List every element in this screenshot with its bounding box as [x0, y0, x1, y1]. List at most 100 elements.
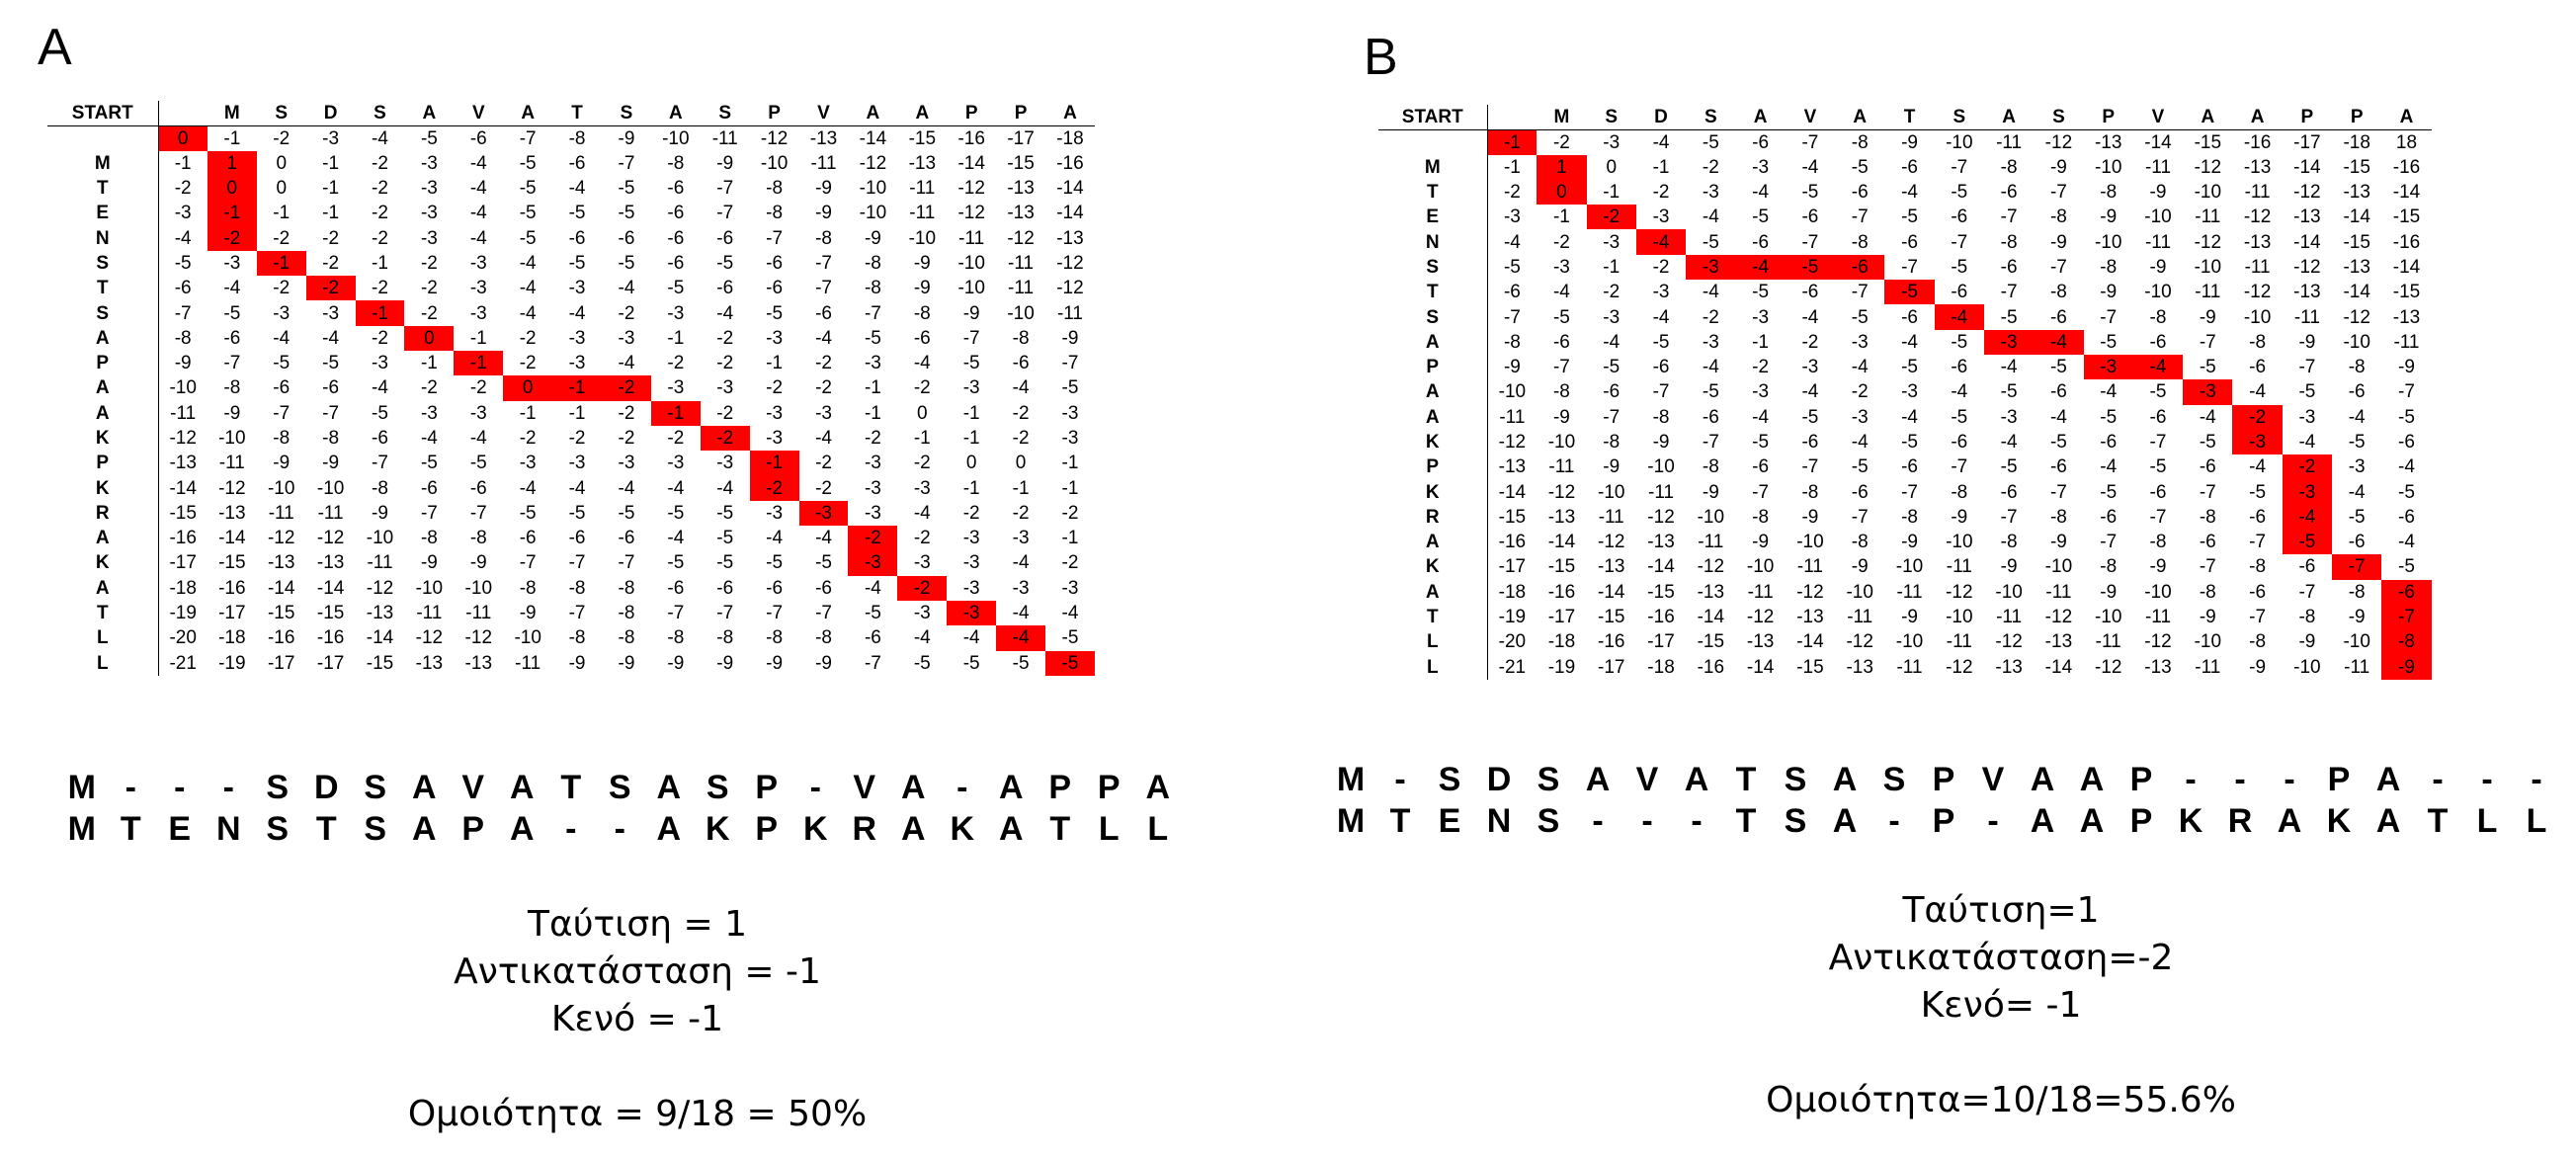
path-cell: -3	[2083, 354, 2133, 380]
score-cell: -3	[716, 377, 734, 399]
score-cell: -6	[2348, 381, 2366, 403]
alignment-residue: -	[125, 769, 136, 806]
score-cell: -5	[519, 178, 537, 200]
score-cell: -15	[1598, 607, 1625, 628]
score-cell: -13	[1846, 656, 1873, 678]
score-cell: -2	[372, 203, 388, 224]
column-residue: A	[1835, 105, 1885, 130]
alignment-residue: T	[1389, 802, 1411, 840]
score-cell: -3	[420, 203, 438, 224]
alignment-residue: A	[1832, 761, 1858, 798]
score-cell: -10	[1995, 581, 2023, 603]
score-cell: -1	[962, 402, 980, 424]
score-cell: -5	[1012, 652, 1030, 674]
score-cell: -9	[2100, 581, 2118, 603]
row-residue: K	[47, 550, 159, 576]
score-cell: -8	[2149, 532, 2167, 553]
score-cell: -18	[2343, 131, 2370, 153]
path-cell: -3	[848, 550, 898, 576]
score-cell: -1	[1603, 256, 1620, 278]
score-cell: -3	[667, 377, 685, 399]
score-cell: -6	[1801, 206, 1819, 228]
score-cell: -8	[913, 302, 931, 324]
score-cell: -5	[1752, 282, 1770, 303]
score-cell: -4	[469, 227, 487, 249]
score-cell: -3	[1752, 156, 1770, 178]
score-cell: -2	[420, 302, 438, 324]
path-cell: -4	[2282, 504, 2333, 531]
score-cell: -7	[667, 603, 685, 624]
score-cell: -21	[169, 652, 197, 674]
score-cell: -6	[1951, 432, 1968, 453]
matrix-row: T -19 -17 -15 -15 -13 -11 -11 -9 -7 -8 -7 -7 -7 -7 -5 -3…	[47, 600, 1095, 626]
score-cell: -3	[1702, 182, 1719, 204]
score-cell: -5	[1061, 627, 1079, 649]
score-cell: -8	[2249, 331, 2267, 353]
score-cell: -8	[618, 603, 635, 624]
matrix-row: A -8 -6 -4 -4 -2 0 -1 -2 -3 -3 -1 -2 -3 -4 -5 -6 -7 -8 -9	[47, 325, 1095, 351]
row-residue: S	[1378, 304, 1488, 330]
score-cell: -5	[1702, 231, 1719, 253]
score-cell: -2	[519, 353, 537, 374]
score-cell: 0	[276, 178, 288, 200]
score-cell: -2	[1012, 428, 1030, 449]
score-cell: -9	[1801, 506, 1819, 528]
path-cell: -1	[749, 451, 799, 476]
score-cell: -13	[415, 652, 444, 674]
score-cell: -12	[2144, 631, 2172, 653]
alignment-residue: R	[852, 810, 877, 848]
score-cell: -16	[1697, 656, 1725, 678]
score-cell: -3	[766, 502, 784, 524]
path-cell: -4	[1735, 254, 1786, 281]
matrix-row: T -6 -4 -2 -3 -4 -5 -6 -7 -5 -6 -7 -8 -9 -10 -11 -12 -13 -…	[1378, 280, 2432, 305]
score-cell: -12	[1846, 631, 1873, 653]
score-cell: -6	[667, 203, 685, 224]
score-cell: -9	[2049, 156, 2067, 178]
score-cell: -8	[1851, 532, 1869, 553]
row-residue: A	[1378, 404, 1488, 430]
score-cell: -11	[2195, 206, 2221, 228]
score-cell: -17	[1647, 631, 1675, 653]
score-cell: -6	[716, 278, 734, 299]
score-cell: -13	[2343, 182, 2370, 204]
score-cell: -17	[1547, 607, 1576, 628]
score-cell: -5	[716, 528, 734, 549]
alignment-residue: M	[1336, 802, 1366, 840]
row-residue: M	[1378, 154, 1488, 180]
score-cell: -5	[519, 502, 537, 524]
row-residue: T	[47, 175, 159, 202]
score-cell: -10	[1895, 631, 1924, 653]
score-cell: -9	[618, 127, 635, 149]
score-cell: -11	[909, 203, 936, 224]
score-cell: -11	[367, 552, 393, 574]
score-cell: -3	[273, 302, 291, 324]
score-cell: -7	[618, 152, 635, 174]
alignment-residue: -	[2531, 761, 2542, 798]
score-cell: -3	[1851, 406, 1869, 428]
score-cell: -19	[169, 603, 197, 624]
score-cell: -14	[1796, 631, 1824, 653]
score-cell: -4	[815, 327, 832, 349]
score-cell: -8	[1951, 481, 1968, 503]
column-residue: A	[897, 101, 948, 126]
path-cell: -3	[1983, 329, 2035, 355]
score-cell: -7	[322, 402, 340, 424]
score-cell: -13	[1547, 506, 1576, 528]
score-cell: -17	[316, 652, 345, 674]
column-residue: A	[1045, 101, 1095, 126]
scoring-param: Αντικατάσταση = -1	[454, 951, 821, 992]
score-cell: -7	[469, 502, 487, 524]
score-cell: -12	[464, 627, 493, 649]
score-cell: -11	[2045, 581, 2072, 603]
score-cell: -4	[913, 627, 931, 649]
column-residue: A	[1983, 105, 2035, 130]
score-cell: -15	[2343, 156, 2370, 178]
score-cell: -3	[420, 227, 438, 249]
score-cell: -6	[766, 278, 784, 299]
score-cell: -1	[372, 252, 388, 274]
score-cell: -6	[667, 577, 685, 599]
path-cell: -7	[2381, 604, 2432, 630]
alignment-residue: S	[706, 769, 729, 806]
score-cell: -4	[568, 477, 586, 499]
